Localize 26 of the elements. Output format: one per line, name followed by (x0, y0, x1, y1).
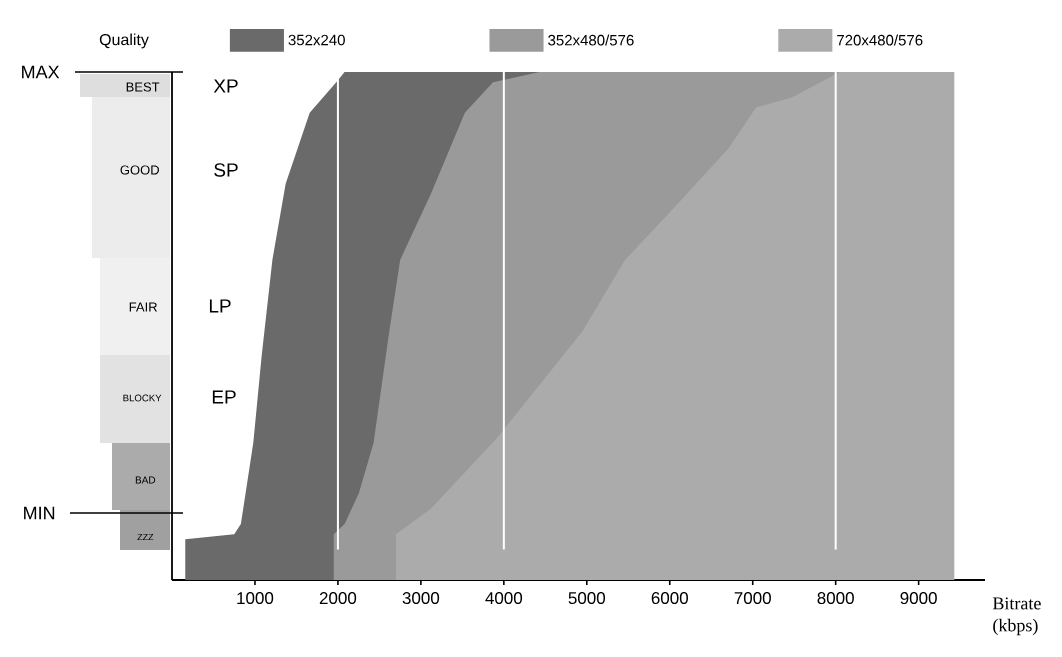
y-axis-title: Quality (99, 33, 149, 49)
text: FAIR (129, 302, 157, 312)
x-tick-label: 3000 (402, 592, 440, 605)
annotation: EP (212, 390, 236, 404)
x-tick-label: 2000 (319, 592, 357, 605)
text: GOOD (120, 165, 159, 175)
x-tick-label: 4000 (485, 592, 523, 605)
x-tick-label: 8000 (817, 592, 854, 605)
legend-label: 720x480/576 (837, 34, 923, 46)
text: ZZZ (137, 533, 154, 541)
text: MIN (24, 506, 55, 520)
text: BAD (135, 476, 156, 484)
legend-label: 352x480/576 (548, 34, 634, 46)
annotation: XP (213, 79, 238, 93)
annotation: LP (209, 299, 231, 313)
x-tick-label: 5000 (568, 592, 606, 605)
x-tick-label: 7000 (734, 592, 771, 605)
text: MAX (22, 65, 60, 79)
x-tick-label: 6000 (651, 592, 688, 605)
text: BEST (126, 82, 160, 92)
x-tick-label: 9000 (900, 592, 937, 605)
x-axis-title: Bitrate (kbps) (992, 597, 1041, 636)
legend-label: 352x240 (288, 34, 345, 46)
x-tick-label: 1000 (237, 592, 274, 605)
text: BLOCKY (123, 394, 162, 402)
annotation: SP (214, 163, 238, 177)
